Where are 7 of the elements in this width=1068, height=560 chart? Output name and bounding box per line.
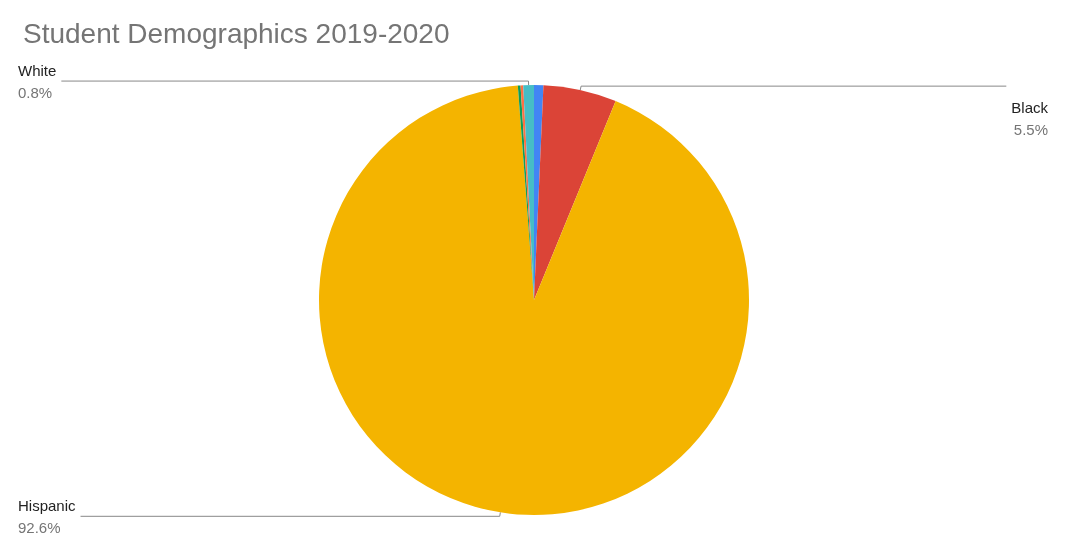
- data-label: 92.6%: [18, 518, 61, 536]
- chart-title: Student Demographics 2019-2020: [23, 17, 450, 49]
- slice-label: Hispanic: [18, 496, 77, 514]
- slice-label: White: [18, 61, 57, 79]
- data-label: 5.5%: [1013, 120, 1048, 138]
- data-label: 0.8%: [18, 83, 53, 101]
- slice-label: Black: [1011, 98, 1049, 116]
